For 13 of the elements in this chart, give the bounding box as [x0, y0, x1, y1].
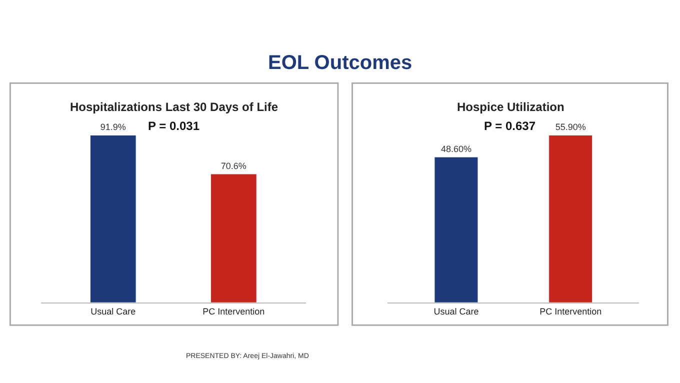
chart-title: Hospice Utilization [457, 100, 564, 114]
data-label: 91.9% [100, 122, 126, 132]
data-label: 48.60% [440, 144, 472, 154]
text: EOL Outcomes [268, 52, 412, 74]
x-tick-label: Usual Care [434, 306, 479, 316]
data-label: 55.90% [555, 122, 586, 132]
chart-subtitle: P = 0.031 [148, 119, 200, 133]
x-tick-label: PC Intervention [202, 306, 265, 316]
x-tick-label: PC Intervention [540, 306, 602, 316]
x-tick-label: Usual Care [90, 306, 136, 316]
chart-subtitle: P = 0.637 [484, 119, 536, 133]
data-label: 70.6% [220, 160, 246, 171]
chart-title: Hospitalizations Last 30 Days of Life [70, 100, 278, 114]
